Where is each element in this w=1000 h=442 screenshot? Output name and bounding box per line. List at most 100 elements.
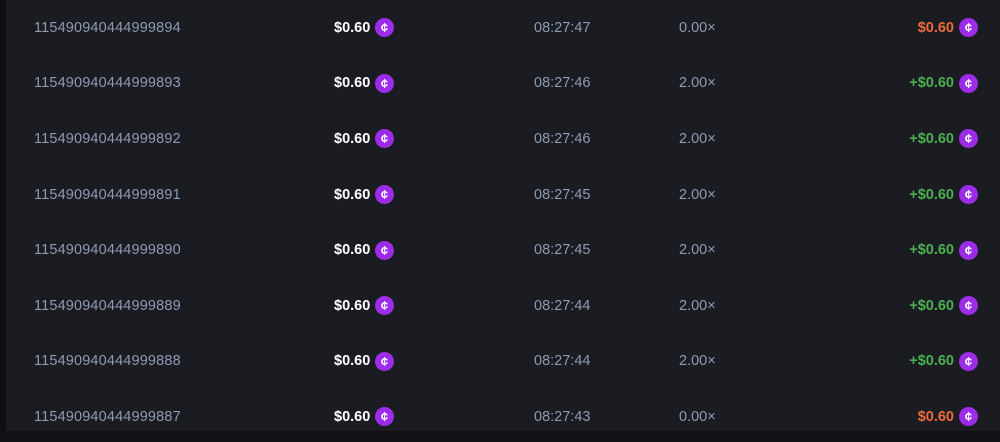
bet-id-cell[interactable]: 115490940444999887 — [34, 408, 181, 425]
bet-amount-cell: $0.60 ¢ — [334, 407, 534, 427]
cent-coin-icon: ¢ — [959, 185, 978, 205]
payout-value: +$0.60 — [909, 297, 954, 314]
bet-amount-value: $0.60 — [334, 242, 371, 259]
payout-value: +$0.60 — [909, 75, 954, 92]
bet-amount-cell: $0.60 ¢ — [334, 296, 534, 316]
svg-text:¢: ¢ — [965, 410, 972, 425]
payout-cell: $0.60 ¢ — [768, 18, 978, 38]
time-cell: 08:27:45 — [534, 242, 591, 259]
bet-id-cell[interactable]: 115490940444999892 — [34, 130, 181, 147]
bet-id-cell[interactable]: 115490940444999888 — [34, 353, 181, 370]
table-row[interactable]: 115490940444999890 $0.60 ¢ 08:27:45 2.00× +$0… — [6, 222, 1000, 278]
payout-value: $0.60 — [917, 408, 954, 425]
bet-amount-value: $0.60 — [334, 353, 371, 370]
table-row[interactable]: 115490940444999888 $0.60 ¢ 08:27:44 2.00× +$0… — [6, 334, 1000, 390]
svg-text:¢: ¢ — [965, 132, 972, 147]
time-cell: 08:27:45 — [534, 186, 591, 203]
cent-coin-icon: ¢ — [959, 407, 978, 427]
multiplier-cell: 2.00× — [679, 242, 716, 259]
bet-amount-value: $0.60 — [334, 75, 371, 92]
table-row[interactable]: 115490940444999891 $0.60 ¢ 08:27:45 2.00× +$0… — [6, 167, 1000, 223]
table-row[interactable]: 115490940444999893 $0.60 ¢ 08:27:46 2.00× +$0… — [6, 56, 1000, 112]
table-row[interactable]: 115490940444999894 $0.60 ¢ 08:27:47 0.00× $0.… — [6, 0, 1000, 56]
svg-text:¢: ¢ — [965, 187, 972, 202]
cent-coin-icon: ¢ — [959, 296, 978, 316]
svg-text:¢: ¢ — [381, 187, 388, 202]
cent-coin-icon: ¢ — [959, 240, 978, 260]
cent-coin-icon: ¢ — [375, 185, 395, 205]
svg-text:¢: ¢ — [965, 76, 972, 91]
bet-amount-cell: $0.60 ¢ — [334, 351, 534, 371]
cent-coin-icon: ¢ — [375, 296, 395, 316]
svg-text:¢: ¢ — [965, 243, 972, 258]
bet-id-cell[interactable]: 115490940444999893 — [34, 75, 181, 92]
time-cell: 08:27:44 — [534, 297, 591, 314]
time-cell: 08:27:43 — [534, 408, 591, 425]
cent-coin-icon: ¢ — [959, 351, 978, 371]
multiplier-cell: 2.00× — [679, 353, 716, 370]
payout-value: +$0.60 — [909, 242, 954, 259]
bet-amount-value: $0.60 — [334, 186, 371, 203]
svg-text:¢: ¢ — [381, 132, 388, 147]
bet-amount-value: $0.60 — [334, 19, 371, 36]
payout-value: $0.60 — [917, 19, 954, 36]
svg-text:¢: ¢ — [965, 298, 972, 313]
bet-id-cell[interactable]: 115490940444999889 — [34, 297, 181, 314]
cent-coin-icon: ¢ — [375, 129, 395, 149]
table-row[interactable]: 115490940444999892 $0.60 ¢ 08:27:46 2.00× +$0… — [6, 111, 1000, 167]
bottom-band — [0, 431, 1000, 442]
payout-cell: +$0.60 ¢ — [768, 73, 978, 93]
payout-cell: +$0.60 ¢ — [768, 351, 978, 371]
table-row[interactable]: 115490940444999889 $0.60 ¢ 08:27:44 2.00× +$0… — [6, 278, 1000, 334]
cent-coin-icon: ¢ — [959, 129, 978, 149]
payout-value: +$0.60 — [909, 130, 954, 147]
cent-coin-icon: ¢ — [959, 73, 978, 93]
bet-history-table: 115490940444999894 $0.60 ¢ 08:27:47 0.00× $0.… — [6, 0, 1000, 431]
time-cell: 08:27:44 — [534, 353, 591, 370]
bet-amount-value: $0.60 — [334, 130, 371, 147]
bet-amount-value: $0.60 — [334, 297, 371, 314]
multiplier-cell: 2.00× — [679, 75, 716, 92]
bet-amount-cell: $0.60 ¢ — [334, 185, 534, 205]
svg-text:¢: ¢ — [381, 354, 388, 369]
time-cell: 08:27:46 — [534, 130, 591, 147]
payout-cell: +$0.60 ¢ — [768, 240, 978, 260]
cent-coin-icon: ¢ — [959, 18, 978, 38]
time-cell: 08:27:46 — [534, 75, 591, 92]
bet-amount-cell: $0.60 ¢ — [334, 240, 534, 260]
multiplier-cell: 2.00× — [679, 297, 716, 314]
bet-amount-value: $0.60 — [334, 408, 371, 425]
cent-coin-icon: ¢ — [375, 240, 395, 260]
svg-text:¢: ¢ — [381, 243, 388, 258]
multiplier-cell: 2.00× — [679, 186, 716, 203]
bet-id-cell[interactable]: 115490940444999891 — [34, 186, 181, 203]
svg-text:¢: ¢ — [381, 76, 388, 91]
multiplier-cell: 0.00× — [679, 408, 716, 425]
multiplier-cell: 0.00× — [679, 19, 716, 36]
bet-id-cell[interactable]: 115490940444999890 — [34, 242, 181, 259]
time-cell: 08:27:47 — [534, 19, 591, 36]
payout-cell: $0.60 ¢ — [768, 407, 978, 427]
svg-text:¢: ¢ — [381, 410, 388, 425]
svg-text:¢: ¢ — [965, 354, 972, 369]
bet-id-cell[interactable]: 115490940444999894 — [34, 19, 181, 36]
payout-cell: +$0.60 ¢ — [768, 296, 978, 316]
payout-cell: +$0.60 ¢ — [768, 185, 978, 205]
cent-coin-icon: ¢ — [375, 18, 395, 38]
bet-amount-cell: $0.60 ¢ — [334, 129, 534, 149]
left-gutter — [0, 0, 6, 442]
svg-text:¢: ¢ — [381, 20, 388, 35]
table-row[interactable]: 115490940444999887 $0.60 ¢ 08:27:43 0.00× $0.… — [6, 389, 1000, 431]
svg-text:¢: ¢ — [381, 298, 388, 313]
payout-value: +$0.60 — [909, 353, 954, 370]
cent-coin-icon: ¢ — [375, 351, 395, 371]
cent-coin-icon: ¢ — [375, 73, 395, 93]
svg-text:¢: ¢ — [965, 20, 972, 35]
payout-cell: +$0.60 ¢ — [768, 129, 978, 149]
bet-amount-cell: $0.60 ¢ — [334, 73, 534, 93]
multiplier-cell: 2.00× — [679, 130, 716, 147]
cent-coin-icon: ¢ — [375, 407, 395, 427]
payout-value: +$0.60 — [909, 186, 954, 203]
bet-amount-cell: $0.60 ¢ — [334, 18, 534, 38]
